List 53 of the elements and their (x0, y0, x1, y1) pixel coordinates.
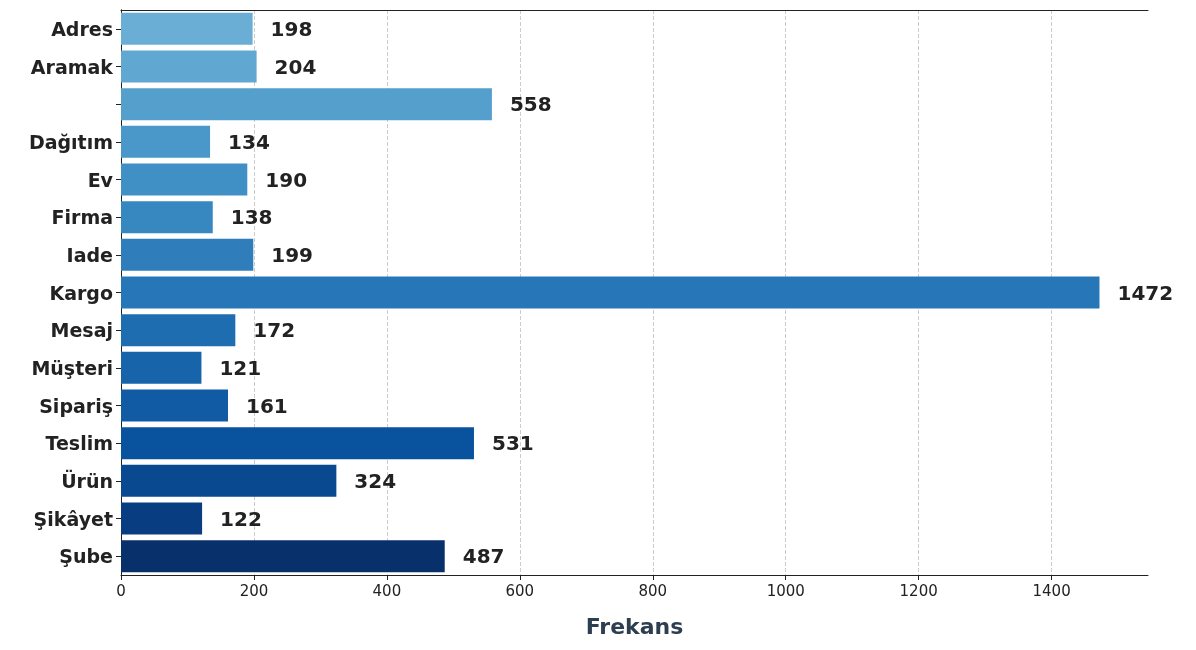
x-tick-label: 200 (239, 581, 269, 600)
y-tick-label: Teslim (45, 432, 113, 455)
data-label: 204 (274, 54, 317, 79)
x-tick-label: 600 (505, 581, 535, 600)
data-label: 138 (230, 205, 273, 230)
data-label: 121 (219, 355, 262, 380)
y-tick-label: Adres (51, 17, 113, 40)
bar (121, 427, 474, 460)
y-tick-label: Sipariş (39, 394, 113, 417)
data-label: 531 (491, 431, 534, 456)
data-label: 122 (220, 506, 262, 531)
bar (121, 540, 445, 573)
y-tick-label: Aramak (30, 55, 114, 78)
data-label: 134 (228, 129, 270, 154)
x-tick-label: 400 (372, 581, 402, 600)
y-tick-label: Ev (87, 168, 114, 191)
data-label: 558 (509, 92, 552, 117)
bar (121, 163, 248, 196)
bar (121, 389, 229, 422)
y-tick-label: Kargo (49, 281, 113, 304)
x-tick-label: 0 (116, 581, 126, 600)
y-tick-label: Dağıtım (28, 130, 113, 153)
bar (121, 238, 254, 271)
bar (121, 125, 211, 158)
data-label: 198 (270, 16, 313, 41)
data-label: 487 (462, 544, 505, 569)
bar (121, 12, 253, 45)
data-label: 324 (354, 468, 397, 493)
x-tick-label: 1000 (766, 581, 805, 600)
x-axis-title: Frekans (585, 613, 684, 639)
bar (121, 464, 337, 497)
data-label: 199 (271, 242, 314, 267)
y-tick-label: Şikâyet (33, 507, 113, 530)
bar (121, 88, 492, 121)
bar (121, 502, 203, 535)
x-tick-label: 800 (638, 581, 668, 600)
y-tick-label: Şube (59, 545, 113, 568)
bar (121, 201, 213, 234)
x-tick-label: 1200 (899, 581, 938, 600)
y-tick-label: Firma (51, 206, 113, 229)
x-tick-label: 1400 (1032, 581, 1071, 600)
y-tick-label: Mesaj (50, 319, 113, 342)
y-tick-label: Müşteri (31, 356, 113, 379)
y-tick-label: Iade (66, 243, 113, 266)
data-label: 172 (253, 318, 296, 343)
data-label: 190 (265, 167, 308, 192)
y-tick-label: Ürün (61, 468, 113, 492)
data-label: 1472 (1117, 280, 1174, 305)
bar (121, 50, 257, 83)
bar (121, 351, 202, 384)
bar (121, 276, 1100, 309)
bar (121, 314, 236, 347)
data-label: 161 (246, 393, 288, 418)
